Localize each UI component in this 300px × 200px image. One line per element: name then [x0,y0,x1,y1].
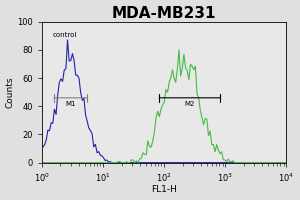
X-axis label: FL1-H: FL1-H [151,185,177,194]
Title: MDA-MB231: MDA-MB231 [112,6,217,21]
Text: M2: M2 [184,101,195,107]
Text: control: control [53,32,77,38]
Y-axis label: Counts: Counts [6,76,15,108]
Text: M1: M1 [65,101,76,107]
